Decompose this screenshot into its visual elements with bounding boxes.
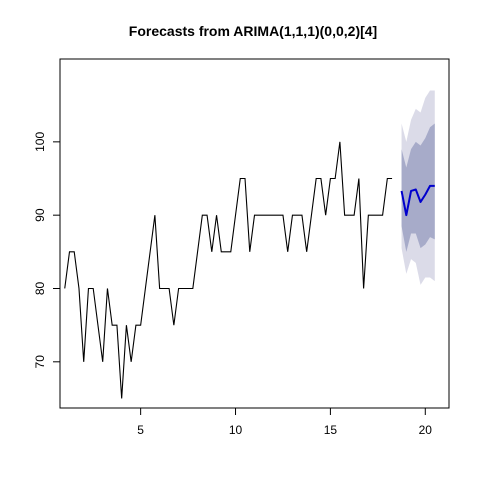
- y-tick-label: 90: [33, 208, 47, 222]
- x-tick-label: 20: [419, 423, 433, 437]
- band-80: [401, 123, 435, 252]
- prediction-bands: [401, 90, 435, 285]
- x-axis: 5 10 15 20: [137, 407, 433, 437]
- history-line: [64, 141, 393, 399]
- chart-title: Forecasts from ARIMA(1,1,1)(0,0,2)[4]: [129, 23, 377, 39]
- x-tick-label: 10: [229, 423, 243, 437]
- y-tick-label: 100: [33, 132, 47, 152]
- forecast-line: [400, 184, 435, 217]
- plot-frame: [59, 58, 450, 409]
- y-axis: 70 80 90 100: [33, 132, 61, 369]
- series-lines: [64, 141, 435, 399]
- x-tick-label: 5: [137, 423, 144, 437]
- x-tick-label: 15: [324, 423, 338, 437]
- y-tick-label: 80: [33, 281, 47, 295]
- y-tick-label: 70: [33, 355, 47, 369]
